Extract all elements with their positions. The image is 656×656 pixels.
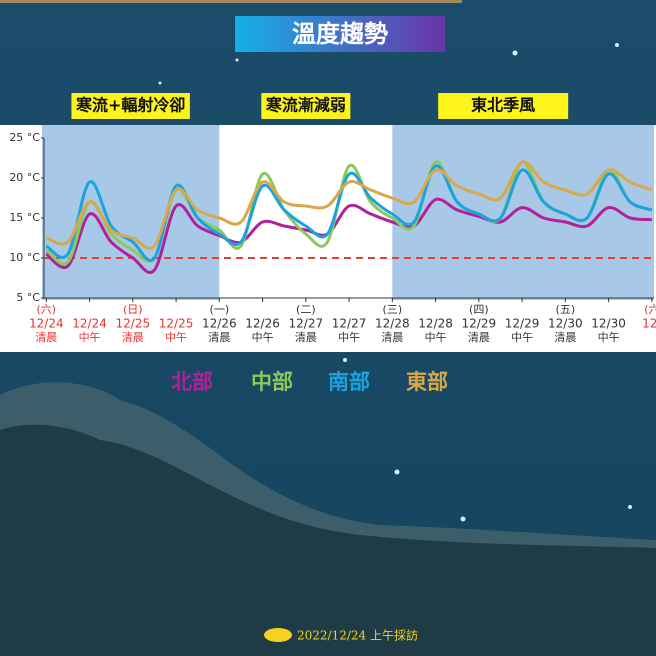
plot-area — [42, 125, 654, 300]
x-tick-label: 12/30 — [548, 317, 583, 331]
region-shade — [392, 125, 654, 300]
x-tick-label: 12/30 — [591, 317, 626, 331]
top-strip — [0, 0, 462, 3]
x-tick-label: 12/28 — [418, 317, 453, 331]
x-weekday: (六 — [644, 303, 656, 316]
x-tick-label: 12/29 — [505, 317, 540, 331]
title-box — [235, 16, 445, 52]
region-label: 東北季風 — [471, 96, 535, 115]
x-tick-label: 12/29 — [462, 317, 497, 331]
region-label-box — [71, 93, 190, 119]
y-tick-label: 15 °C — [9, 211, 40, 224]
hill-front — [0, 424, 656, 656]
x-period: 清晨 — [35, 331, 57, 344]
x-weekday: (日) — [123, 303, 143, 316]
legend-item: 南部 — [328, 370, 370, 394]
x-tick-label: 12/28 — [375, 317, 410, 331]
x-period: 中午 — [598, 331, 620, 344]
x-weekday: (四) — [469, 303, 489, 316]
legend-item: 北部 — [171, 370, 213, 394]
series-line — [45, 197, 652, 274]
legend-item: 中部 — [251, 370, 293, 394]
x-period: 清晨 — [122, 331, 144, 344]
x-weekday: (一) — [210, 303, 230, 316]
region-shade — [42, 125, 220, 300]
x-period: 清晨 — [208, 331, 230, 344]
series-line — [45, 160, 653, 250]
x-tick-label: 12/24 — [29, 317, 64, 331]
x-tick-label: 12/27 — [332, 317, 367, 331]
x-period: 中午 — [425, 331, 447, 344]
x-tick-label: 12/25 — [116, 317, 151, 331]
region-label-box — [261, 93, 351, 119]
x-period: 清晨 — [381, 331, 403, 344]
legend-item: 東部 — [406, 370, 448, 394]
y-tick-label: 10 °C — [9, 251, 40, 264]
region-label: 寒流漸減弱 — [265, 96, 346, 115]
footer: 2022/12/24 上午採訪 — [264, 628, 418, 643]
x-tick-label: 12/25 — [159, 317, 194, 331]
overlay: 寒流+輻射冷卻 寒流漸減弱 東北季風 5 °C 10 °C 15 °C 20 °C 25 °C… — [9, 93, 656, 394]
x-period: 中午 — [165, 331, 187, 344]
stars — [158, 43, 632, 522]
x-period: 中午 — [511, 331, 533, 344]
x-tick-label: 12/27 — [289, 317, 324, 331]
y-tick-label: 25 °C — [9, 131, 40, 144]
x-period: 清晨 — [295, 331, 317, 344]
region-label: 寒流+輻射冷卻 — [75, 96, 185, 115]
x-weekday: (三) — [383, 303, 403, 316]
x-tick-label: 12/26 — [202, 317, 237, 331]
y-tick-label: 5 °C — [16, 291, 40, 304]
x-period: 清晨 — [554, 331, 576, 344]
region-label-box — [438, 93, 569, 119]
x-period: 中午 — [338, 331, 360, 344]
x-period: 中午 — [79, 331, 101, 344]
x-weekday: (六) — [37, 303, 57, 316]
x-weekday: (五) — [556, 303, 576, 316]
x-weekday: (二) — [296, 303, 316, 316]
x-period: 中午 — [252, 331, 274, 344]
x-tick-label: 12/ — [642, 317, 656, 331]
y-tick-label: 20 °C — [9, 171, 40, 184]
x-tick-label: 12/26 — [245, 317, 280, 331]
x-period: 清晨 — [468, 331, 490, 344]
footer-text: 2022/12/24 上午採訪 — [297, 628, 418, 643]
x-tick-label: 12/24 — [72, 317, 107, 331]
series-line — [45, 164, 653, 262]
chart-title: 溫度趨勢 — [292, 20, 388, 48]
